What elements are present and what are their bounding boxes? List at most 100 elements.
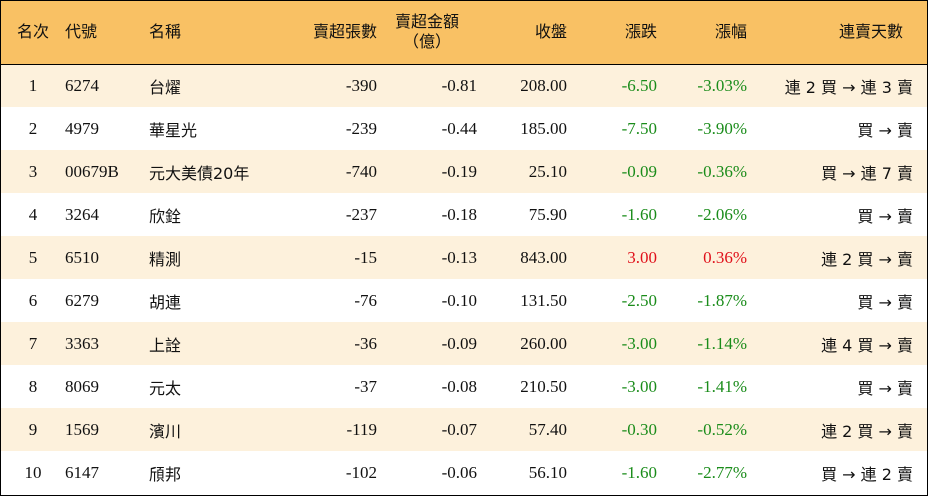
rank-cell: 4 (28, 204, 38, 224)
sell-amount-cell: -0.19 (441, 161, 477, 181)
streak-cell: 連 2 買 → 賣 (821, 249, 913, 269)
stock-code-cell: 6147 (65, 462, 99, 482)
header-streak: 連賣天數 (838, 22, 903, 42)
sell-lots-cell: -15 (354, 247, 377, 267)
stock-code-cell: 8069 (65, 376, 99, 396)
close-price-cell: 131.50 (520, 290, 567, 310)
header-change: 漲跌 (624, 22, 657, 42)
sell-amount-cell: -0.08 (441, 376, 477, 396)
table-row: 6 6279 胡連 -76 -0.10 131.50 -2.50 -1.87% 買 → 賣 (1, 279, 927, 322)
sell-amount-cell: -0.06 (441, 462, 477, 482)
stock-code-cell: 6279 (65, 290, 99, 310)
stock-code-cell: 3264 (65, 204, 99, 224)
sell-lots-cell: -740 (345, 161, 377, 181)
change-pct-cell: -1.87% (697, 290, 747, 310)
stock-code-cell: 1569 (65, 419, 99, 439)
header-sell-amount-line1: 賣超金額 (394, 12, 459, 32)
price-change-cell: -3.00 (621, 333, 657, 353)
streak-cell: 連 2 買 → 連 3 賣 (784, 77, 913, 97)
rank-cell: 2 (28, 118, 38, 138)
stock-name-cell: 欣銓 (149, 206, 182, 226)
sell-lots-cell: -390 (345, 75, 377, 95)
price-change-cell: -0.09 (621, 161, 657, 181)
sell-lots-cell: -239 (345, 118, 377, 138)
stock-code-cell: 6510 (65, 247, 99, 267)
price-change-cell: -1.60 (621, 204, 657, 224)
change-pct-cell: -2.77% (697, 462, 747, 482)
change-pct-cell: -3.90% (697, 118, 747, 138)
rank-cell: 3 (28, 161, 38, 181)
header-sell-lots: 賣超張數 (312, 22, 377, 42)
sell-amount-cell: -0.44 (441, 118, 477, 138)
table-row: 1 6274 台燿 -390 -0.81 208.00 -6.50 -3.03% 連 2 買 →… (1, 64, 927, 107)
rank-cell: 7 (28, 333, 38, 353)
stock-name-cell: 華星光 (149, 120, 198, 140)
header-change-pct: 漲幅 (714, 22, 747, 42)
change-pct-cell: -1.14% (697, 333, 747, 353)
rank-cell: 8 (28, 376, 38, 396)
table-row: 8 8069 元太 -37 -0.08 210.50 -3.00 -1.41% 買 → 賣 (1, 365, 927, 408)
table-row: 2 4979 華星光 -239 -0.44 185.00 -7.50 -3.90% 買 → 賣 (1, 107, 927, 150)
stock-name-cell: 精測 (149, 249, 182, 269)
price-change-cell: -7.50 (621, 118, 657, 138)
price-change-cell: -3.00 (621, 376, 657, 396)
rank-cell: 5 (28, 247, 38, 267)
sell-amount-cell: -0.10 (441, 290, 477, 310)
price-change-cell: -2.50 (621, 290, 657, 310)
sell-amount-cell: -0.18 (441, 204, 477, 224)
streak-cell: 連 2 買 → 賣 (821, 421, 913, 441)
sell-amount-cell: -0.07 (441, 419, 477, 439)
stock-name-cell: 台燿 (149, 77, 182, 97)
close-price-cell: 210.50 (520, 376, 567, 396)
close-price-cell: 25.10 (528, 161, 567, 181)
close-price-cell: 75.90 (528, 204, 567, 224)
sell-amount-cell: -0.09 (441, 333, 477, 353)
change-pct-cell: -0.36% (697, 161, 747, 181)
stock-name-cell: 元太 (149, 378, 182, 398)
table-row: 7 3363 上詮 -36 -0.09 260.00 -3.00 -1.14% 連 4 買 → … (1, 322, 927, 365)
stock-name-cell: 頎邦 (149, 464, 182, 484)
price-change-cell: -6.50 (621, 75, 657, 95)
close-price-cell: 843.00 (520, 247, 567, 267)
sell-lots-cell: -102 (345, 462, 377, 482)
change-pct-cell: -3.03% (697, 75, 747, 95)
header-close: 收盤 (534, 22, 567, 42)
stock-code-cell: 00679B (65, 161, 119, 181)
sell-lots-cell: -37 (354, 376, 377, 396)
table-row: 5 6510 精測 -15 -0.13 843.00 3.00 0.36% 連 2 買 → 賣 (1, 236, 927, 279)
table-body: 1 6274 台燿 -390 -0.81 208.00 -6.50 -3.03% 連 2 買 →… (1, 64, 927, 494)
header-rank: 名次 (16, 22, 49, 42)
close-price-cell: 56.10 (528, 462, 567, 482)
stock-name-cell: 胡連 (149, 292, 182, 312)
sell-amount-cell: -0.81 (441, 75, 477, 95)
stock-name-cell: 元大美債20年 (149, 163, 250, 183)
rank-cell: 10 (24, 462, 42, 482)
sell-lots-cell: -119 (346, 419, 377, 439)
stock-code-cell: 4979 (65, 118, 99, 138)
change-pct-cell: -0.52% (697, 419, 747, 439)
table-row: 4 3264 欣銓 -237 -0.18 75.90 -1.60 -2.06% 買 → 賣 (1, 193, 927, 236)
stock-name-cell: 濱川 (149, 421, 182, 441)
sell-lots-cell: -237 (345, 204, 377, 224)
streak-cell: 買 → 賣 (857, 120, 913, 140)
rank-cell: 9 (28, 419, 38, 439)
streak-cell: 買 → 連 7 賣 (821, 163, 913, 183)
sell-amount-cell: -0.13 (441, 247, 477, 267)
streak-cell: 買 → 賣 (857, 378, 913, 398)
streak-cell: 買 → 賣 (857, 206, 913, 226)
price-change-cell: -1.60 (621, 462, 657, 482)
price-change-cell: 3.00 (627, 247, 657, 267)
streak-cell: 買 → 賣 (857, 292, 913, 312)
streak-cell: 連 4 買 → 賣 (821, 335, 913, 355)
table-row: 9 1569 濱川 -119 -0.07 57.40 -0.30 -0.52% 連 2 買 → … (1, 408, 927, 451)
streak-cell: 買 → 連 2 賣 (821, 464, 913, 484)
close-price-cell: 57.40 (528, 419, 567, 439)
rank-cell: 1 (28, 75, 38, 95)
sell-lots-cell: -76 (354, 290, 377, 310)
rank-cell: 6 (28, 290, 38, 310)
header-sell-amount-line2: （億） (402, 32, 451, 52)
table-header-row: 名次 代號 名稱 賣超張數 賣超金額 （億） 收盤 漲跌 漲幅 連賣天數 (1, 1, 927, 64)
sell-lots-cell: -36 (354, 333, 377, 353)
stock-name-cell: 上詮 (149, 335, 182, 355)
